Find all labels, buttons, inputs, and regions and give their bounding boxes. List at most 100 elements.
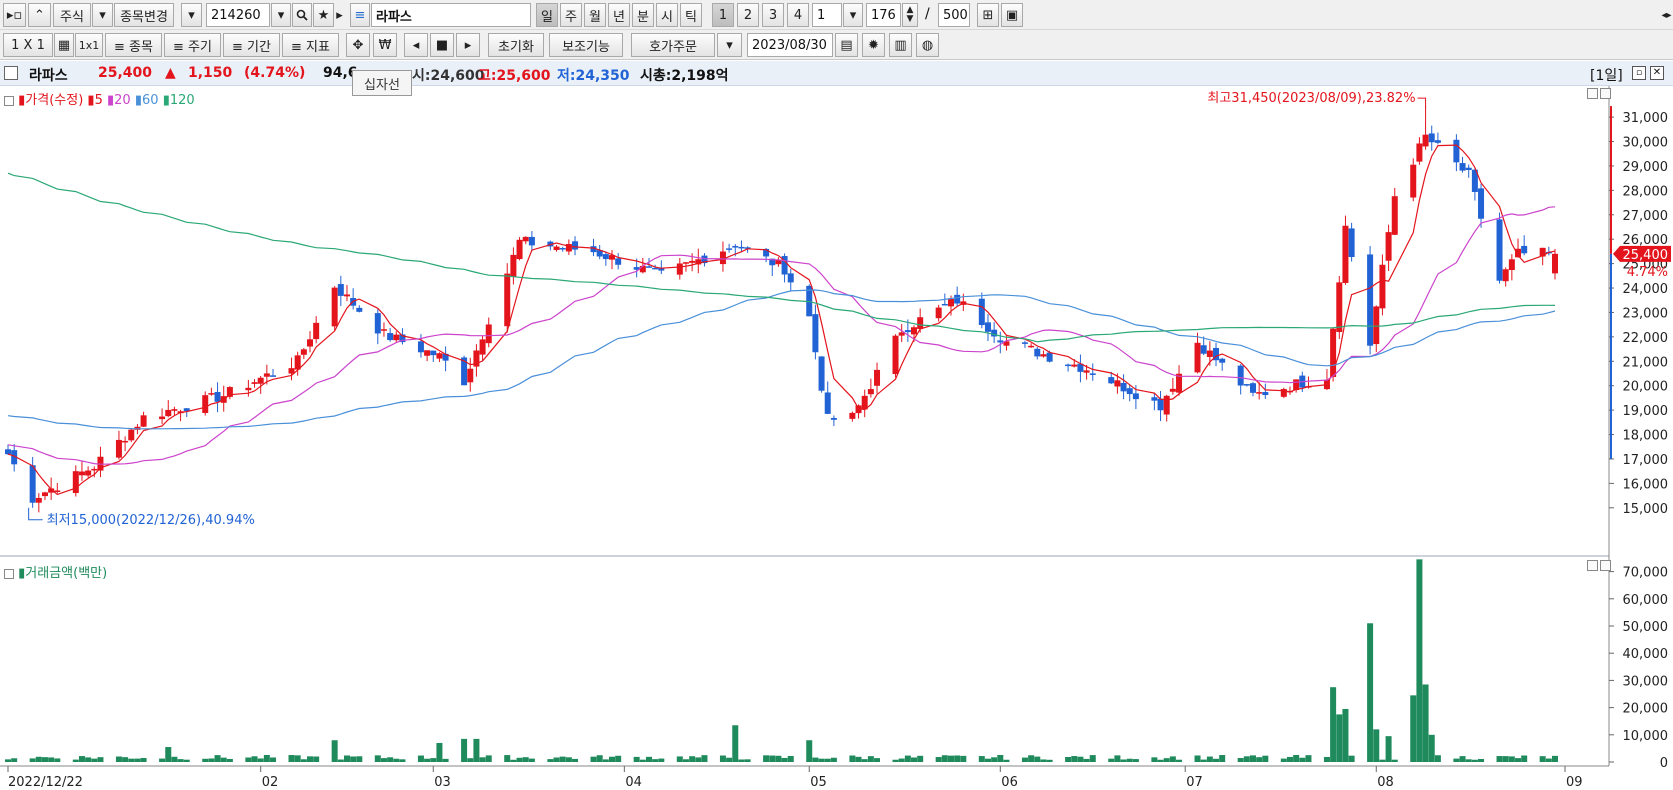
period-week[interactable]: 주 xyxy=(560,3,582,27)
volume-bar xyxy=(337,759,344,762)
change-stock-button[interactable]: 종목변경 xyxy=(114,3,174,27)
period-day[interactable]: 일 xyxy=(536,3,558,27)
stock-menu-button[interactable]: ≡ 종목 xyxy=(105,33,162,57)
volume-bar xyxy=(960,755,967,762)
stock-code-input[interactable]: 214260 xyxy=(206,3,270,27)
up-candle xyxy=(48,488,55,493)
up-candle xyxy=(1330,328,1337,377)
down-candle xyxy=(399,334,406,343)
preset-1-button[interactable]: 1 xyxy=(712,3,734,27)
side-panel-toggle-icon[interactable]: ◂▸ xyxy=(1661,9,1672,21)
max-count-input[interactable]: 500 xyxy=(938,3,970,27)
volume-bar xyxy=(1373,729,1380,762)
volume-bar xyxy=(128,758,135,762)
stock-info-bar: 라파스 25,400 ▲ 1,150 (4.74%) 94,6 시:24,600… xyxy=(0,61,1673,86)
order-button[interactable]: 호가주문 xyxy=(631,33,715,57)
up-candle xyxy=(516,239,523,260)
add-chart-icon[interactable]: ⊞ xyxy=(977,3,999,27)
count-spinner[interactable]: ▲ ▼ xyxy=(902,3,918,27)
expand-arrow-icon[interactable]: ▸ xyxy=(336,7,343,23)
news-icon[interactable]: ≡ xyxy=(350,3,370,27)
preset-3-button[interactable]: 3 xyxy=(762,3,784,27)
order-dropdown[interactable]: ▾ xyxy=(717,33,742,57)
down-candle xyxy=(997,340,1004,343)
price-legend-box-icon[interactable] xyxy=(4,95,14,106)
up-candle xyxy=(473,350,480,367)
market-select[interactable]: 주식 xyxy=(53,3,91,27)
change-stock-dropdown[interactable]: ▾ xyxy=(181,3,202,27)
volume-bar xyxy=(473,738,480,762)
volume-bar xyxy=(11,758,18,762)
table-calc-icon[interactable]: ▥ xyxy=(889,33,912,57)
up-candle xyxy=(300,349,307,355)
volume-bar xyxy=(270,757,277,762)
volume-bar xyxy=(387,757,394,762)
period-minute[interactable]: 분 xyxy=(632,3,654,27)
period-year[interactable]: 년 xyxy=(608,3,630,27)
period-tick[interactable]: 틱 xyxy=(680,3,702,27)
grid-icon[interactable]: ▦ xyxy=(54,33,74,57)
play-prev-icon[interactable]: ◂ xyxy=(404,33,428,57)
code-dropdown-button[interactable]: ▾ xyxy=(271,3,291,27)
volume-pane-close-icon[interactable] xyxy=(1600,560,1611,571)
play-next-icon[interactable]: ▸ xyxy=(456,33,480,57)
down-candle xyxy=(615,258,622,265)
favorite-star-icon[interactable]: ★ xyxy=(313,3,334,27)
ratio-button[interactable]: 1x1 xyxy=(75,33,103,57)
up-candle xyxy=(263,373,270,377)
crosshair-move-icon[interactable]: ✥ xyxy=(346,33,370,57)
interval-input[interactable]: 1 xyxy=(812,3,842,27)
magnifier-icon[interactable]: ◍ xyxy=(916,33,939,57)
close-icon[interactable]: ✕ xyxy=(1650,66,1664,80)
panel-toggle-button[interactable]: ▸▫ xyxy=(3,3,26,27)
volume-bar xyxy=(1465,759,1472,762)
volume-bar xyxy=(436,742,443,762)
up-candle xyxy=(898,332,905,336)
down-candle xyxy=(1367,254,1374,346)
up-candle xyxy=(1422,134,1429,147)
down-candle xyxy=(658,268,665,271)
volume-bar xyxy=(48,757,55,762)
volume-bar xyxy=(639,759,646,762)
price-pane-min-icon[interactable] xyxy=(1587,88,1598,99)
down-candle xyxy=(11,450,18,465)
maximize-icon[interactable]: ▫ xyxy=(1632,66,1646,80)
period-menu-button[interactable]: ≡ 주기 xyxy=(164,33,221,57)
volume-pane-min-icon[interactable] xyxy=(1587,560,1598,571)
search-icon[interactable] xyxy=(292,3,312,27)
interval-dropdown[interactable]: ▾ xyxy=(843,3,863,27)
volume-bar xyxy=(1114,755,1121,762)
date-input[interactable]: 2023/08/30 xyxy=(747,33,833,57)
period-month[interactable]: 월 xyxy=(584,3,606,27)
indicator-menu-button[interactable]: ≡ 지표 xyxy=(282,33,339,57)
period-hour[interactable]: 시 xyxy=(656,3,678,27)
stop-icon[interactable]: ■ xyxy=(430,33,454,57)
volume-bar xyxy=(479,757,486,762)
price-pane-close-icon[interactable] xyxy=(1600,88,1611,99)
layout-button[interactable]: 1 X 1 xyxy=(3,33,53,57)
volume-bar xyxy=(226,758,233,762)
volume-bar xyxy=(1071,756,1078,762)
collapse-up-button[interactable]: ⌃ xyxy=(28,3,51,27)
aux-function-button[interactable]: 보조기능 xyxy=(549,33,623,57)
volume-bar xyxy=(1213,758,1220,762)
price-tick-label: 18,000 xyxy=(1623,429,1669,444)
up-candle xyxy=(128,429,135,441)
market-dropdown-button[interactable]: ▾ xyxy=(92,3,113,27)
count-input[interactable]: 176 xyxy=(866,3,901,27)
reset-button[interactable]: 초기화 xyxy=(488,33,544,57)
currency-won-icon[interactable]: ₩ xyxy=(373,33,397,57)
calendar-icon[interactable]: ▤ xyxy=(835,33,858,57)
gear-icon[interactable]: ✹ xyxy=(862,33,885,57)
volume-legend-box-icon[interactable] xyxy=(4,568,14,579)
down-candle xyxy=(356,307,363,312)
preset-4-button[interactable]: 4 xyxy=(787,3,809,27)
preset-2-button[interactable]: 2 xyxy=(737,3,759,27)
volume-bar xyxy=(1126,758,1133,762)
down-candle xyxy=(1249,383,1256,393)
select-checkbox[interactable] xyxy=(4,66,18,80)
down-candle xyxy=(1453,139,1460,163)
range-menu-button[interactable]: ≡ 기간 xyxy=(223,33,280,57)
save-icon[interactable]: ▣ xyxy=(1001,3,1023,27)
down-candle xyxy=(337,284,344,296)
